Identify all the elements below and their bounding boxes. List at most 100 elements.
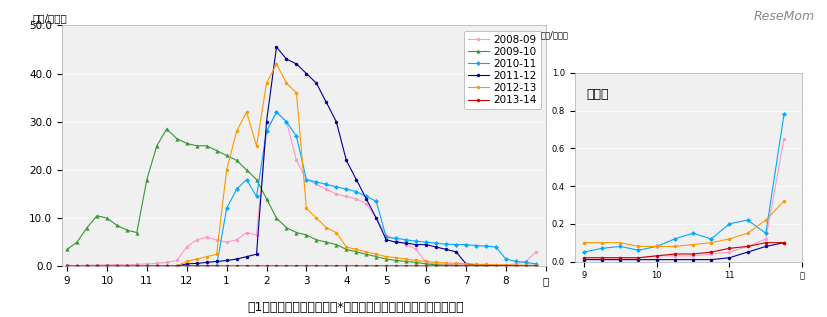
2008-09 [312, 183, 322, 186]
2009-10 [302, 233, 312, 237]
2011-12 [172, 264, 182, 268]
2013-14 [122, 264, 131, 268]
2010-11 [202, 264, 212, 268]
2008-09 [182, 245, 192, 249]
2008-09 [232, 238, 241, 242]
2008-09 [471, 263, 481, 267]
2009-10 [342, 248, 351, 251]
2009-10 [451, 263, 461, 267]
2010-11 [421, 240, 431, 244]
2011-12 [521, 264, 531, 268]
2010-11 [152, 264, 162, 268]
2009-10 [441, 263, 451, 267]
Line: 2009-10: 2009-10 [65, 127, 538, 268]
2009-10 [381, 257, 391, 261]
2008-09 [351, 197, 361, 201]
2013-14 [501, 264, 511, 268]
2011-12 [72, 264, 82, 268]
2012-13 [192, 257, 202, 261]
2008-09 [251, 233, 261, 237]
2010-11 [441, 242, 451, 246]
2008-09 [271, 110, 281, 114]
2008-09 [162, 261, 172, 264]
2013-14 [521, 264, 531, 268]
2008-09 [72, 264, 82, 268]
2008-09 [102, 263, 112, 267]
2011-12 [251, 252, 261, 256]
2012-13 [82, 264, 92, 268]
2011-12 [212, 260, 222, 263]
2012-13 [261, 81, 271, 85]
Text: 図1．インフルエンザ定点*当たり患者報告数の推移（東京都）: 図1．インフルエンザ定点*当たり患者報告数の推移（東京都） [247, 301, 464, 314]
2012-13 [222, 168, 232, 172]
2009-10 [172, 137, 182, 140]
2013-14 [342, 264, 351, 268]
2010-11 [102, 264, 112, 268]
2012-13 [521, 263, 531, 267]
2013-14 [391, 264, 401, 268]
2010-11 [302, 178, 312, 181]
2011-12 [261, 120, 271, 124]
2008-09 [501, 263, 511, 267]
2008-09 [411, 248, 421, 251]
2010-11 [182, 264, 192, 268]
2013-14 [142, 264, 152, 268]
2012-13 [162, 264, 172, 268]
2011-12 [531, 264, 541, 268]
2008-09 [92, 263, 102, 267]
2010-11 [381, 236, 391, 239]
2013-14 [152, 264, 162, 268]
2011-12 [202, 261, 212, 264]
2010-11 [491, 245, 501, 249]
2013-14 [531, 264, 541, 268]
2013-14 [491, 264, 501, 268]
2013-14 [172, 264, 182, 268]
2009-10 [102, 216, 112, 220]
2013-14 [131, 264, 141, 268]
2009-10 [431, 263, 441, 267]
Line: 2012-13: 2012-13 [65, 62, 538, 268]
2012-13 [202, 255, 212, 259]
Text: 拡大図: 拡大図 [586, 88, 609, 101]
2008-09 [391, 238, 401, 242]
2010-11 [261, 129, 271, 133]
2009-10 [271, 216, 281, 220]
Line: 2011-12: 2011-12 [65, 45, 538, 268]
2009-10 [142, 178, 152, 181]
2012-13 [112, 264, 122, 268]
2009-10 [421, 262, 431, 266]
2012-13 [441, 261, 451, 265]
2008-09 [481, 263, 491, 267]
2010-11 [62, 264, 72, 268]
2013-14 [182, 264, 192, 268]
2012-13 [241, 110, 251, 114]
2011-12 [411, 243, 421, 247]
2009-10 [361, 252, 371, 256]
2011-12 [381, 238, 391, 242]
2012-13 [461, 262, 471, 266]
2009-10 [501, 264, 511, 268]
2009-10 [371, 255, 381, 259]
2011-12 [401, 241, 411, 245]
2008-09 [172, 259, 182, 262]
2008-09 [421, 261, 431, 264]
2008-09 [332, 192, 342, 196]
2012-13 [411, 259, 421, 262]
2010-11 [291, 134, 301, 138]
2011-12 [431, 245, 441, 249]
2009-10 [461, 264, 471, 268]
2013-14 [162, 264, 172, 268]
2011-12 [112, 264, 122, 268]
2008-09 [302, 178, 312, 181]
2010-11 [322, 183, 332, 186]
2011-12 [162, 264, 172, 268]
2013-14 [431, 264, 441, 268]
2012-13 [371, 252, 381, 256]
2010-11 [411, 239, 421, 243]
2013-14 [361, 264, 371, 268]
2009-10 [232, 158, 241, 162]
2008-09 [342, 195, 351, 198]
Line: 2010-11: 2010-11 [65, 110, 538, 268]
2009-10 [131, 231, 141, 235]
2009-10 [281, 226, 291, 230]
